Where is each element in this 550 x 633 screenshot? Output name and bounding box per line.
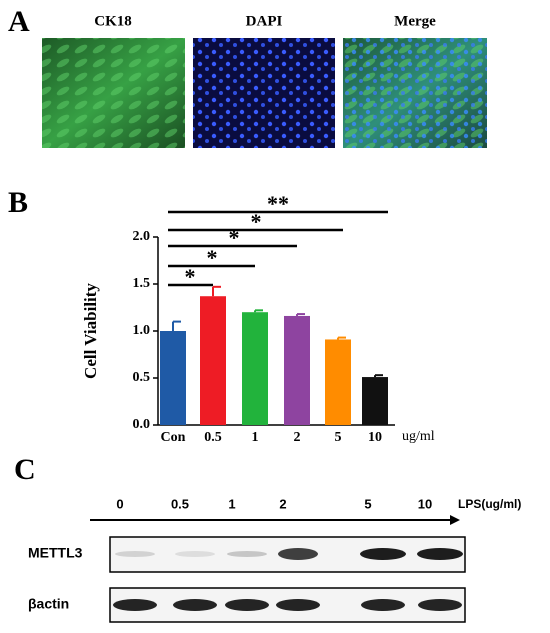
x-tick-label: 5 — [335, 430, 342, 445]
bar — [362, 377, 388, 425]
band — [227, 551, 267, 557]
micrograph-texture — [343, 38, 487, 148]
band — [115, 551, 155, 557]
lane-label: 0.5 — [171, 496, 189, 511]
x-tick-label: 1 — [252, 430, 259, 445]
arrow-head — [450, 515, 460, 525]
band — [417, 548, 463, 560]
y-tick-label: 0.5 — [133, 370, 151, 385]
band — [418, 599, 462, 611]
significance-label: * — [207, 245, 218, 270]
row-label: βactin — [28, 596, 69, 612]
bar — [284, 315, 310, 425]
blot: 0 0.5 1 2 5 10 — [113, 496, 463, 611]
significance-label: * — [251, 209, 262, 234]
bar — [200, 296, 226, 425]
lane-label: 0 — [116, 496, 123, 511]
panel-label: C — [14, 453, 36, 486]
image-label: DAPI — [246, 13, 283, 29]
x-tick-label: 0.5 — [204, 430, 222, 445]
lane-label: 5 — [364, 496, 371, 511]
axis-label: LPS(ug/ml) — [458, 497, 521, 511]
micrograph-texture — [42, 38, 185, 148]
bar — [325, 339, 351, 425]
significance-label: ** — [267, 191, 289, 216]
band — [276, 599, 320, 611]
image-label: CK18 — [94, 13, 132, 29]
lane-label: 1 — [228, 496, 235, 511]
y-tick-label: 0.0 — [133, 417, 151, 432]
band — [113, 599, 157, 611]
image-label: Merge — [394, 13, 436, 29]
band — [278, 548, 318, 560]
significance-label: * — [185, 264, 196, 289]
micrograph-texture — [193, 38, 335, 148]
y-tick-label: 2.0 — [133, 229, 151, 244]
band — [175, 551, 215, 557]
band — [360, 548, 406, 560]
x-tick-label: 10 — [368, 430, 382, 445]
band — [173, 599, 217, 611]
y-tick-label: 1.0 — [133, 323, 151, 338]
x-tick-label: Con — [161, 430, 186, 445]
band — [225, 599, 269, 611]
panel-label: A — [8, 5, 30, 38]
y-tick-label: 1.5 — [133, 276, 151, 291]
band — [361, 599, 405, 611]
x-tick-label: 2 — [294, 430, 301, 445]
lane-label: 2 — [279, 496, 286, 511]
y-axis-label: Cell Viability — [81, 283, 100, 379]
panel-label: B — [8, 186, 28, 219]
x-unit: ug/ml — [402, 429, 435, 444]
bar — [242, 312, 268, 425]
lane-label: 10 — [418, 496, 432, 511]
row-label: METTL3 — [28, 545, 83, 561]
significance-label: * — [229, 225, 240, 250]
bar — [160, 331, 186, 425]
